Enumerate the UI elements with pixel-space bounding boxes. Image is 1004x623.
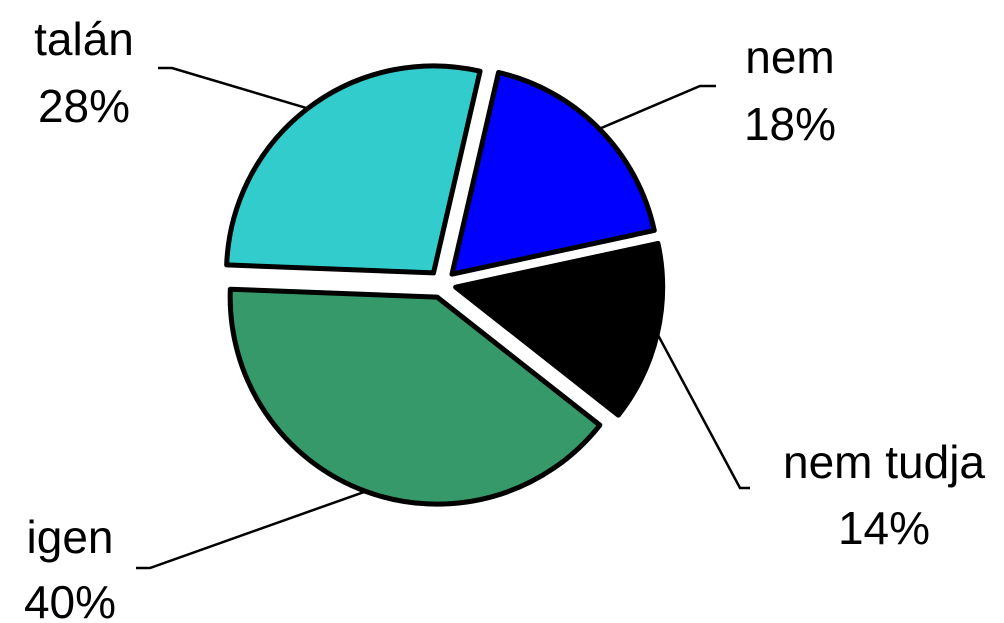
slice-value-nem-tudja: 14%	[838, 502, 930, 554]
slice-label-talan: talán	[34, 13, 134, 65]
pie-slice-nem	[449, 69, 657, 277]
leader-line-talan	[158, 66, 309, 110]
slice-value-igen: 40%	[24, 576, 116, 623]
slice-label-nem: nem	[745, 31, 834, 83]
leader-line-igen	[136, 490, 367, 570]
leader-lines	[136, 66, 750, 570]
slice-value-talan: 28%	[38, 80, 130, 132]
pie-slices	[224, 63, 666, 507]
slice-label-igen: igen	[27, 511, 114, 563]
slice-label-nem-tudja: nem tudja	[783, 436, 985, 488]
leader-line-nem-tudja	[656, 333, 750, 490]
slice-labels: nem 18% nem tudja 14% igen 40% talán 28%	[24, 13, 985, 623]
slice-value-nem: 18%	[744, 98, 836, 150]
pie-slice-talan	[224, 63, 483, 276]
leader-line-nem	[598, 84, 716, 130]
